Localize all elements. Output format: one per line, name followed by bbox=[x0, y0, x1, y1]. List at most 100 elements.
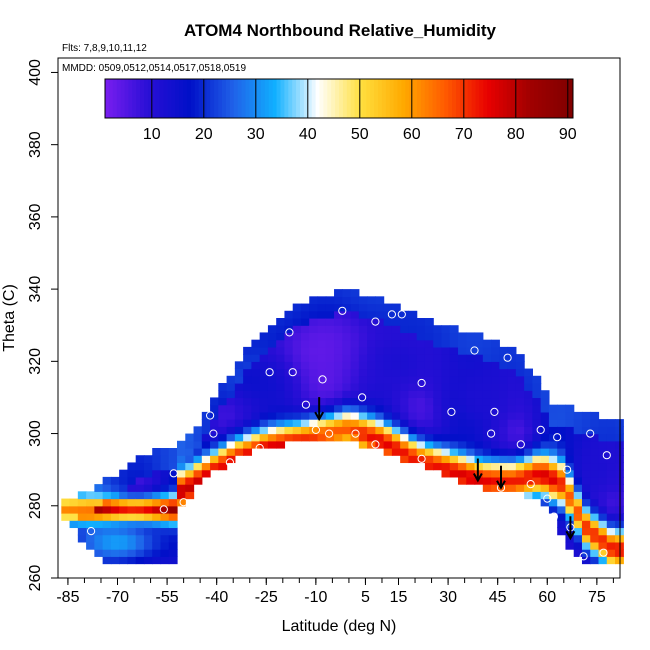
heat-cell bbox=[292, 419, 302, 427]
heat-cell bbox=[424, 361, 434, 370]
heat-cell bbox=[441, 469, 451, 478]
heat-cell bbox=[243, 361, 252, 370]
heat-cell bbox=[284, 310, 294, 319]
heat-cell bbox=[466, 469, 476, 478]
heat-cell bbox=[358, 354, 368, 362]
heat-cell bbox=[606, 541, 616, 550]
colorbar-segment bbox=[456, 79, 461, 118]
heat-cell bbox=[400, 310, 410, 319]
heat-cell bbox=[400, 426, 410, 435]
obs-point bbox=[209, 429, 218, 438]
heat-cell bbox=[94, 541, 104, 550]
heat-cell bbox=[573, 411, 583, 420]
heat-cell bbox=[152, 505, 162, 514]
heat-cell bbox=[325, 390, 335, 399]
heat-cell bbox=[102, 520, 112, 529]
heat-cell bbox=[466, 448, 476, 456]
heat-cell bbox=[408, 346, 418, 355]
heat-cell bbox=[515, 419, 525, 427]
heat-cell bbox=[334, 404, 343, 413]
heat-cell bbox=[424, 390, 434, 399]
heat-cell bbox=[325, 346, 335, 355]
heat-cell bbox=[449, 469, 459, 478]
heat-cell bbox=[383, 440, 393, 449]
heat-cell bbox=[408, 426, 418, 435]
heat-cell bbox=[292, 397, 302, 406]
heat-cell bbox=[251, 375, 261, 384]
heat-cell bbox=[317, 346, 327, 355]
heat-cell bbox=[581, 455, 591, 464]
colorbar-segment bbox=[569, 79, 574, 118]
heat-cell bbox=[119, 498, 129, 507]
heat-cell bbox=[573, 520, 583, 529]
heat-cell bbox=[458, 339, 467, 348]
heat-cell bbox=[342, 303, 352, 312]
heat-cell bbox=[400, 332, 410, 341]
heat-cell bbox=[615, 448, 624, 456]
colorbar-segment bbox=[323, 79, 328, 118]
heat-cell bbox=[375, 390, 385, 399]
colorbar-segment bbox=[249, 79, 254, 118]
heat-cell bbox=[548, 469, 558, 478]
heat-cell bbox=[226, 375, 236, 384]
heat-cell bbox=[292, 375, 302, 384]
heat-cell bbox=[540, 433, 550, 442]
heat-cell bbox=[433, 361, 443, 370]
heat-cell bbox=[358, 397, 368, 406]
heat-cell bbox=[532, 419, 542, 427]
heat-cell bbox=[168, 455, 178, 464]
heat-cell bbox=[590, 440, 600, 449]
heat-cell bbox=[548, 491, 558, 500]
heat-cell bbox=[474, 411, 484, 420]
heat-cell bbox=[482, 368, 492, 377]
colorbar-segment bbox=[417, 79, 422, 118]
colorbar-segment bbox=[557, 79, 562, 118]
colorbar-segment bbox=[233, 79, 239, 118]
heat-cell bbox=[143, 527, 153, 536]
heat-cell bbox=[474, 397, 484, 406]
heat-cell bbox=[482, 375, 492, 384]
heat-cell bbox=[482, 462, 492, 471]
heat-cell bbox=[342, 325, 352, 334]
heat-cell bbox=[598, 513, 608, 521]
heat-cell bbox=[424, 375, 434, 384]
heat-cell bbox=[234, 390, 244, 399]
colorbar-segment bbox=[385, 79, 391, 118]
heat-cell bbox=[317, 426, 327, 435]
heat-cell bbox=[94, 498, 104, 507]
heat-cell bbox=[284, 383, 294, 391]
heat-cell bbox=[259, 419, 269, 427]
x-tick-label: 45 bbox=[489, 589, 507, 606]
heat-cell bbox=[548, 426, 558, 435]
heat-cell bbox=[210, 462, 219, 471]
heat-cell bbox=[532, 383, 542, 391]
heat-cell bbox=[458, 346, 467, 355]
colorbar-segment bbox=[225, 79, 231, 118]
heat-cell bbox=[218, 397, 228, 406]
heat-cell bbox=[110, 549, 120, 557]
heat-cell bbox=[557, 527, 567, 536]
heat-cell bbox=[573, 513, 583, 521]
heat-cell bbox=[449, 455, 459, 464]
heat-cell bbox=[581, 476, 591, 485]
heat-cell bbox=[441, 339, 451, 348]
heat-cell bbox=[358, 339, 368, 348]
heat-cell bbox=[400, 411, 410, 420]
heat-cell bbox=[540, 404, 550, 413]
heat-cell bbox=[482, 433, 492, 442]
heat-cell bbox=[400, 354, 410, 362]
heat-cell bbox=[267, 346, 277, 355]
colorbar-segment bbox=[214, 79, 219, 118]
heat-cell bbox=[441, 433, 451, 442]
heat-cell bbox=[424, 455, 434, 464]
heat-cell bbox=[325, 361, 335, 370]
heat-cell bbox=[251, 383, 261, 391]
heat-cell bbox=[408, 325, 418, 334]
heat-cell bbox=[507, 411, 517, 420]
heat-cell bbox=[86, 527, 95, 536]
heat-cell bbox=[416, 339, 426, 348]
colorbar-segment bbox=[147, 79, 153, 118]
heat-cell bbox=[317, 383, 327, 391]
heat-cell bbox=[391, 397, 401, 406]
heat-cell bbox=[424, 426, 434, 435]
